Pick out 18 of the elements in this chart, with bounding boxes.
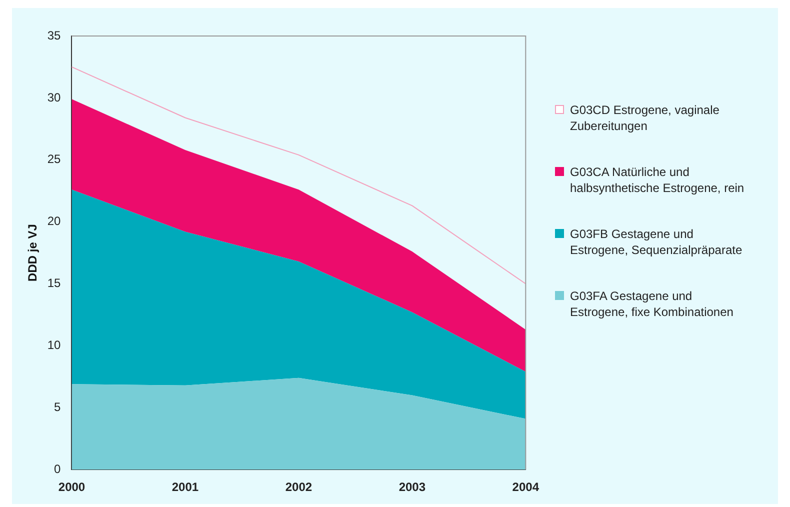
x-tick-label: 2004 <box>512 480 540 494</box>
x-tick-label: 2001 <box>172 480 199 494</box>
x-tick-label: 2002 <box>285 480 312 494</box>
y-tick-label: 35 <box>47 28 62 42</box>
x-tick-label: 2003 <box>398 480 426 494</box>
legend-label: G03FB Gestagene und Estrogene, Sequenzialpräparate <box>570 227 742 257</box>
y-tick-label: 5 <box>54 400 62 414</box>
y-tick-label: 30 <box>47 90 62 104</box>
y-tick-label: 20 <box>47 214 62 228</box>
y-tick-label: 10 <box>47 338 62 352</box>
legend-label: G03CA Natürliche und halbsynthetische Estrogene, rein <box>570 165 744 195</box>
y-tick-label: 15 <box>47 276 62 290</box>
legend-label: G03FA Gestagene und Estrogene, fixe Kombinationen <box>570 289 734 319</box>
y-axis-title: DDD je VJ <box>26 224 40 282</box>
x-tick-label: 2000 <box>58 480 86 494</box>
legend-label: G03CD Estrogene, vaginale Zubereitungen <box>570 103 720 133</box>
y-tick-label: 25 <box>47 152 62 166</box>
y-tick-label: 0 <box>54 462 62 476</box>
